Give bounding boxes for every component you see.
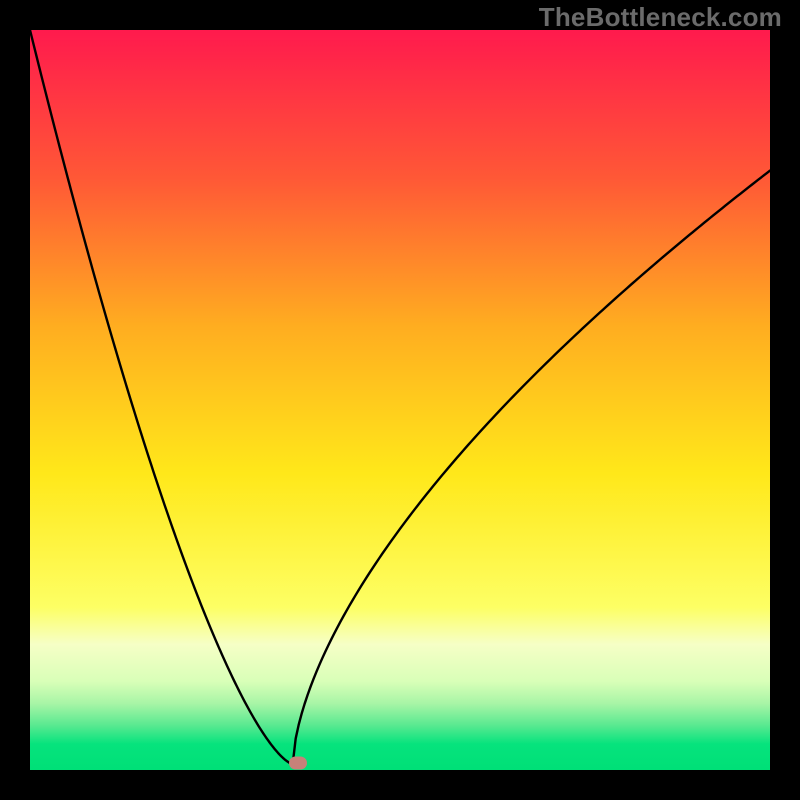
optimum-marker (289, 756, 307, 769)
plot-svg (30, 30, 770, 770)
plot-area (30, 30, 770, 770)
chart-stage: TheBottleneck.com (0, 0, 800, 800)
gradient-background (30, 30, 770, 770)
watermark-text: TheBottleneck.com (539, 2, 782, 33)
